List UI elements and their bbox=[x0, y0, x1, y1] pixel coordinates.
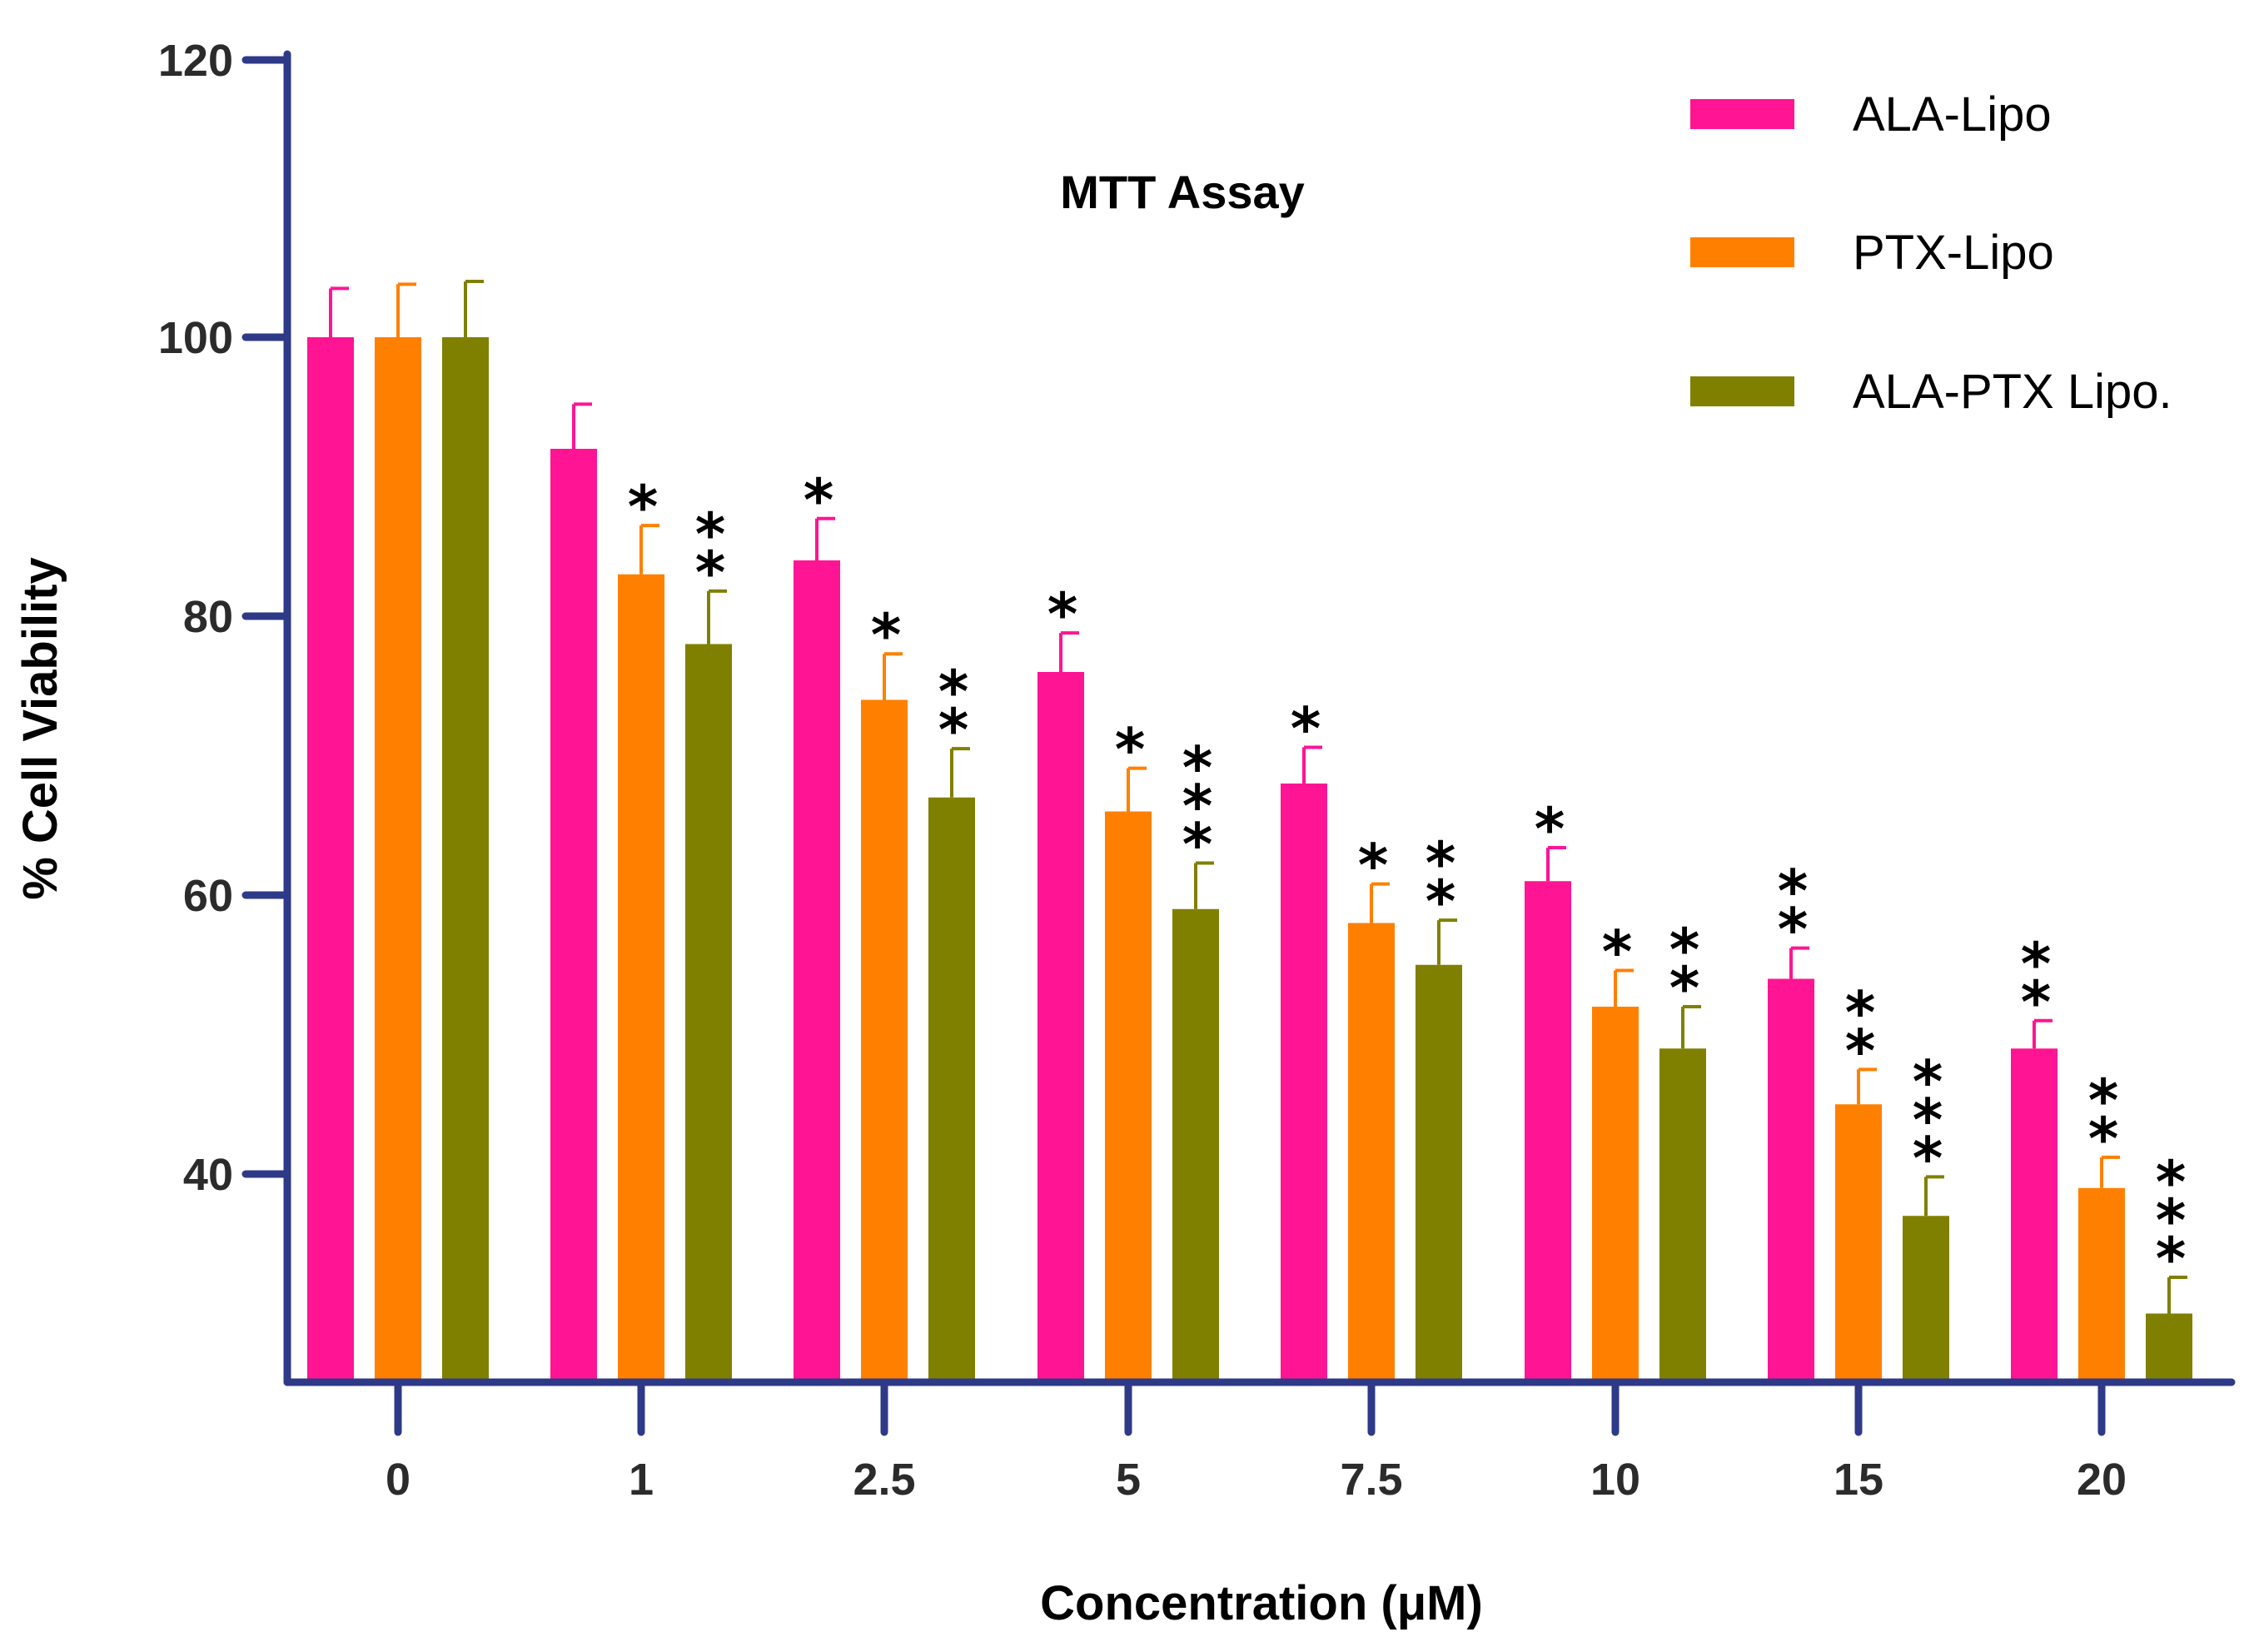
bar-ala-ptx-lipo--5 bbox=[1172, 908, 1219, 1382]
y-tick-label: 40 bbox=[183, 1150, 233, 1200]
bar-ala-lipo-10 bbox=[1525, 881, 1571, 1382]
significance-star: * bbox=[1845, 1017, 1876, 1085]
error-bars-layer bbox=[329, 280, 2187, 1314]
x-tick-label: 15 bbox=[1834, 1455, 1883, 1505]
significance-star: * bbox=[1778, 896, 1809, 964]
bar-ala-ptx-lipo--10 bbox=[1659, 1048, 1706, 1382]
chart-title: MTT Assay bbox=[1060, 166, 1305, 218]
significance-star: * bbox=[1913, 1086, 1943, 1154]
legend-label: ALA-PTX Lipo. bbox=[1853, 365, 2172, 419]
bar-ptx-lipo-5 bbox=[1105, 811, 1152, 1382]
significance-star: * bbox=[695, 539, 726, 607]
bar-ala-ptx-lipo--15 bbox=[1903, 1216, 1949, 1382]
significance-layer: ********************************** bbox=[628, 466, 2187, 1293]
axes-layer: 40 60 80 100 120 0 1 2.5 5 7.5 10 15 20 bbox=[158, 36, 2236, 1505]
x-tick-label: 2.5 bbox=[853, 1455, 915, 1505]
x-tick-label: 10 bbox=[1590, 1455, 1640, 1505]
significance-star: * bbox=[1291, 694, 1321, 763]
significance-star: * bbox=[1182, 810, 1213, 878]
bar-ptx-lipo-15 bbox=[1835, 1104, 1882, 1382]
bar-ala-lipo-0 bbox=[307, 337, 354, 1382]
bar-ptx-lipo-20 bbox=[2078, 1187, 2125, 1382]
significance-star: * bbox=[1182, 772, 1213, 840]
significance-star: * bbox=[1845, 978, 1876, 1047]
significance-star: * bbox=[1426, 868, 1456, 936]
bar-ala-ptx-lipo--0 bbox=[442, 337, 489, 1382]
significance-star: * bbox=[1602, 918, 1633, 986]
bar-ala-lipo-15 bbox=[1768, 978, 1814, 1382]
y-tick-label: 60 bbox=[183, 871, 233, 921]
bar-ala-lipo-1 bbox=[550, 449, 597, 1382]
significance-star: * bbox=[1669, 954, 1700, 1023]
significance-star: * bbox=[1115, 716, 1146, 784]
bar-ala-ptx-lipo--7.5 bbox=[1416, 964, 1462, 1382]
significance-star: * bbox=[2156, 1148, 2187, 1217]
bar-ptx-lipo-1 bbox=[618, 574, 664, 1382]
y-tick-label: 120 bbox=[158, 36, 233, 86]
significance-star: * bbox=[1913, 1124, 1943, 1192]
bar-ptx-lipo-7.5 bbox=[1348, 923, 1395, 1382]
y-axis-title: % Cell Viability bbox=[13, 557, 67, 900]
legend-swatch bbox=[1690, 237, 1794, 267]
significance-star: * bbox=[938, 696, 969, 764]
significance-star: * bbox=[1913, 1047, 1943, 1116]
x-tick-label: 0 bbox=[386, 1455, 410, 1505]
significance-star: * bbox=[871, 601, 902, 669]
bar-ala-lipo-5 bbox=[1037, 672, 1084, 1382]
y-tick-label: 80 bbox=[183, 592, 233, 642]
significance-star: * bbox=[2088, 1105, 2119, 1173]
legend: ALA-Lipo PTX-Lipo ALA-PTX Lipo. bbox=[1690, 87, 2172, 419]
bar-ala-ptx-lipo--20 bbox=[2146, 1313, 2192, 1382]
significance-star: * bbox=[695, 500, 726, 569]
bar-ptx-lipo-10 bbox=[1592, 1007, 1639, 1382]
x-tick-label: 5 bbox=[1116, 1455, 1141, 1505]
x-tick-label: 7.5 bbox=[1340, 1455, 1402, 1505]
significance-star: * bbox=[2021, 930, 2052, 998]
bar-ala-lipo-20 bbox=[2011, 1048, 2057, 1382]
x-axis-title: Concentration (μM) bbox=[1040, 1576, 1483, 1630]
significance-star: * bbox=[938, 658, 969, 726]
bar-ala-lipo-2.5 bbox=[794, 560, 840, 1382]
significance-star: * bbox=[1047, 580, 1078, 649]
significance-star: * bbox=[2088, 1067, 2119, 1135]
legend-label: ALA-Lipo bbox=[1853, 87, 2052, 142]
significance-star: * bbox=[804, 466, 834, 535]
significance-star: * bbox=[1182, 734, 1213, 802]
x-tick-label: 20 bbox=[2077, 1455, 2127, 1505]
bar-ptx-lipo-2.5 bbox=[861, 699, 908, 1382]
legend-swatch bbox=[1690, 376, 1794, 406]
significance-star: * bbox=[1535, 795, 1565, 863]
bars-layer bbox=[307, 337, 2192, 1382]
significance-star: * bbox=[2156, 1187, 2187, 1255]
significance-star: * bbox=[1778, 858, 1809, 926]
bar-ala-lipo-7.5 bbox=[1281, 784, 1327, 1382]
x-tick-label: 1 bbox=[629, 1455, 654, 1505]
significance-star: * bbox=[1669, 916, 1700, 984]
y-tick-label: 100 bbox=[158, 313, 233, 363]
significance-star: * bbox=[2021, 968, 2052, 1037]
legend-swatch bbox=[1690, 99, 1794, 129]
bar-ala-ptx-lipo--1 bbox=[685, 644, 732, 1382]
significance-star: * bbox=[1358, 832, 1389, 900]
significance-star: * bbox=[628, 473, 659, 541]
significance-star: * bbox=[1426, 829, 1456, 898]
bar-ala-ptx-lipo--2.5 bbox=[928, 797, 975, 1382]
legend-label: PTX-Lipo bbox=[1853, 226, 2054, 280]
significance-star: * bbox=[2156, 1225, 2187, 1293]
bar-ptx-lipo-0 bbox=[375, 337, 421, 1382]
